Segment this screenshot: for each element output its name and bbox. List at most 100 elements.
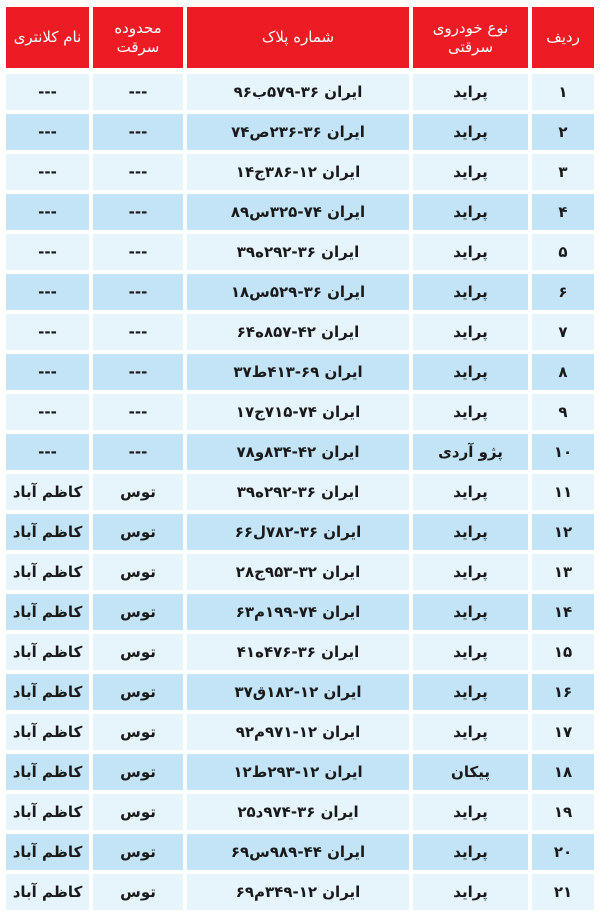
cell-vehicle-type: پراید bbox=[413, 794, 528, 830]
cell-plate-number: ایران ۳۶-۴۷۶ه۴۱ bbox=[187, 634, 409, 670]
cell-plate-number: ایران ۳۲-۹۵۳ج۲۸ bbox=[187, 554, 409, 590]
cell-vehicle-type: پراید bbox=[413, 274, 528, 310]
cell-vehicle-type: پراید bbox=[413, 514, 528, 550]
header-row-number: ردیف bbox=[532, 7, 594, 68]
cell-plate-number: ایران ۷۴-۱۹۹م۶۳ bbox=[187, 594, 409, 630]
table-header: ردیف نوع خودروی سرقتی شماره پلاک محدوده … bbox=[6, 7, 594, 68]
cell-row-number: ۴ bbox=[532, 194, 594, 230]
cell-plate-number: ایران ۳۶-۷۸۲ل۶۶ bbox=[187, 514, 409, 550]
cell-plate-number: ایران ۶۹-۴۱۳ط۳۷ bbox=[187, 354, 409, 390]
cell-theft-area: --- bbox=[93, 194, 183, 230]
cell-theft-area: توس bbox=[93, 674, 183, 710]
cell-row-number: ۶ bbox=[532, 274, 594, 310]
cell-vehicle-type: پراید bbox=[413, 234, 528, 270]
table-row: ۴ پراید ایران ۷۴-۳۲۵س۸۹ --- --- bbox=[6, 194, 594, 230]
cell-police-station: کاظم آباد bbox=[6, 474, 89, 510]
cell-vehicle-type: پراید bbox=[413, 74, 528, 110]
header-police-station: نام کلانتری bbox=[6, 7, 89, 68]
stolen-vehicles-table: ردیف نوع خودروی سرقتی شماره پلاک محدوده … bbox=[6, 7, 594, 914]
cell-vehicle-type: پراید bbox=[413, 554, 528, 590]
cell-police-station: کاظم آباد bbox=[6, 554, 89, 590]
table-row: ۳ پراید ایران ۱۲-۳۸۶ج۱۴ --- --- bbox=[6, 154, 594, 190]
cell-theft-area: توس bbox=[93, 754, 183, 790]
cell-plate-number: ایران ۷۴-۷۱۵ج۱۷ bbox=[187, 394, 409, 430]
cell-police-station: کاظم آباد bbox=[6, 754, 89, 790]
table-row: ۱۱ پراید ایران ۳۶-۲۹۲ه۳۹ توس کاظم آباد bbox=[6, 474, 594, 510]
cell-row-number: ۲ bbox=[532, 114, 594, 150]
cell-row-number: ۷ bbox=[532, 314, 594, 350]
cell-theft-area: --- bbox=[93, 114, 183, 150]
cell-plate-number: ایران ۳۶-۲۹۲ه۳۹ bbox=[187, 474, 409, 510]
cell-row-number: ۱ bbox=[532, 74, 594, 110]
cell-vehicle-type: پراید bbox=[413, 834, 528, 870]
header-vehicle-type: نوع خودروی سرقتی bbox=[413, 7, 528, 68]
cell-police-station: --- bbox=[6, 234, 89, 270]
cell-row-number: ۱۸ bbox=[532, 754, 594, 790]
table-row: ۱۵ پراید ایران ۳۶-۴۷۶ه۴۱ توس کاظم آباد bbox=[6, 634, 594, 670]
cell-police-station: --- bbox=[6, 314, 89, 350]
table-row: ۹ پراید ایران ۷۴-۷۱۵ج۱۷ --- --- bbox=[6, 394, 594, 430]
table-row: ۱۳ پراید ایران ۳۲-۹۵۳ج۲۸ توس کاظم آباد bbox=[6, 554, 594, 590]
cell-vehicle-type: پراید bbox=[413, 354, 528, 390]
cell-theft-area: --- bbox=[93, 74, 183, 110]
cell-row-number: ۱۴ bbox=[532, 594, 594, 630]
cell-row-number: ۱۵ bbox=[532, 634, 594, 670]
cell-plate-number: ایران ۱۲-۲۹۳ط۱۲ bbox=[187, 754, 409, 790]
cell-theft-area: --- bbox=[93, 234, 183, 270]
table-row: ۲۰ پراید ایران ۴۴-۹۸۹س۶۹ توس کاظم آباد bbox=[6, 834, 594, 870]
cell-plate-number: ایران ۳۶-۵۷۹ب۹۶ bbox=[187, 74, 409, 110]
cell-police-station: --- bbox=[6, 194, 89, 230]
cell-plate-number: ایران ۱۲-۹۷۱م۹۲ bbox=[187, 714, 409, 750]
cell-plate-number: ایران ۱۲-۱۸۲ق۳۷ bbox=[187, 674, 409, 710]
cell-police-station: --- bbox=[6, 394, 89, 430]
cell-plate-number: ایران ۳۶-۹۷۴د۲۵ bbox=[187, 794, 409, 830]
cell-theft-area: --- bbox=[93, 394, 183, 430]
cell-police-station: --- bbox=[6, 74, 89, 110]
cell-row-number: ۱۳ bbox=[532, 554, 594, 590]
cell-theft-area: توس bbox=[93, 794, 183, 830]
cell-row-number: ۵ bbox=[532, 234, 594, 270]
cell-row-number: ۱۹ bbox=[532, 794, 594, 830]
table-row: ۱۷ پراید ایران ۱۲-۹۷۱م۹۲ توس کاظم آباد bbox=[6, 714, 594, 750]
cell-theft-area: --- bbox=[93, 154, 183, 190]
cell-vehicle-type: پراید bbox=[413, 194, 528, 230]
cell-police-station: --- bbox=[6, 354, 89, 390]
cell-police-station: کاظم آباد bbox=[6, 834, 89, 870]
cell-theft-area: --- bbox=[93, 274, 183, 310]
table-body: ۱ پراید ایران ۳۶-۵۷۹ب۹۶ --- --- ۲ پراید ایران ۳… bbox=[6, 74, 594, 910]
cell-theft-area: توس bbox=[93, 514, 183, 550]
cell-theft-area: توس bbox=[93, 554, 183, 590]
header-plate-number: شماره پلاک bbox=[187, 7, 409, 68]
cell-plate-number: ایران ۷۴-۳۲۵س۸۹ bbox=[187, 194, 409, 230]
cell-theft-area: --- bbox=[93, 434, 183, 470]
cell-theft-area: توس bbox=[93, 594, 183, 630]
table-row: ۶ پراید ایران ۳۶-۵۲۹س۱۸ --- --- bbox=[6, 274, 594, 310]
cell-plate-number: ایران ۳۶-۲۹۲ه۳۹ bbox=[187, 234, 409, 270]
cell-plate-number: ایران ۴۴-۹۸۹س۶۹ bbox=[187, 834, 409, 870]
cell-row-number: ۱۷ bbox=[532, 714, 594, 750]
cell-police-station: کاظم آباد bbox=[6, 714, 89, 750]
cell-police-station: --- bbox=[6, 114, 89, 150]
cell-vehicle-type: پراید bbox=[413, 394, 528, 430]
cell-plate-number: ایران ۱۲-۳۸۶ج۱۴ bbox=[187, 154, 409, 190]
cell-vehicle-type: پژو آردی bbox=[413, 434, 528, 470]
table-row: ۲۱ پراید ایران ۱۲-۳۴۹م۶۹ توس کاظم آباد bbox=[6, 874, 594, 910]
cell-theft-area: توس bbox=[93, 634, 183, 670]
table-row: ۱۶ پراید ایران ۱۲-۱۸۲ق۳۷ توس کاظم آباد bbox=[6, 674, 594, 710]
cell-police-station: --- bbox=[6, 154, 89, 190]
cell-row-number: ۱۶ bbox=[532, 674, 594, 710]
cell-vehicle-type: پراید bbox=[413, 114, 528, 150]
cell-vehicle-type: پراید bbox=[413, 474, 528, 510]
cell-theft-area: توس bbox=[93, 714, 183, 750]
cell-plate-number: ایران ۱۲-۳۴۹م۶۹ bbox=[187, 874, 409, 910]
cell-row-number: ۸ bbox=[532, 354, 594, 390]
table-row: ۸ پراید ایران ۶۹-۴۱۳ط۳۷ --- --- bbox=[6, 354, 594, 390]
table-row: ۵ پراید ایران ۳۶-۲۹۲ه۳۹ --- --- bbox=[6, 234, 594, 270]
cell-theft-area: --- bbox=[93, 354, 183, 390]
cell-row-number: ۱۱ bbox=[532, 474, 594, 510]
cell-police-station: کاظم آباد bbox=[6, 514, 89, 550]
cell-vehicle-type: پراید bbox=[413, 594, 528, 630]
cell-row-number: ۳ bbox=[532, 154, 594, 190]
cell-plate-number: ایران ۴۲-۸۵۷ه۶۴ bbox=[187, 314, 409, 350]
cell-vehicle-type: پراید bbox=[413, 674, 528, 710]
